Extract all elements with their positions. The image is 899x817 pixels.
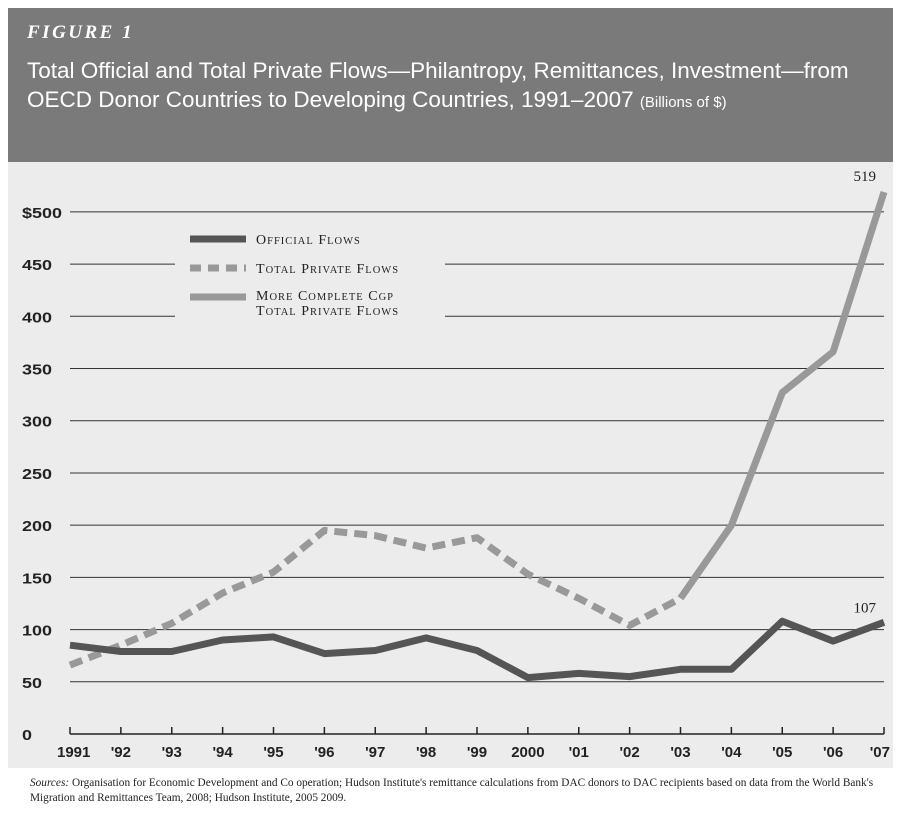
chart-title-units: (Billions of $) — [639, 94, 727, 111]
y-tick-label: 150 — [22, 570, 52, 587]
sources-note: Sources: Organisation for Economic Devel… — [30, 776, 890, 806]
x-tick-label: '06 — [823, 744, 843, 761]
sources-label: Sources: — [30, 777, 70, 789]
y-tick-label: 100 — [22, 623, 52, 640]
y-tick-label: 250 — [22, 466, 52, 483]
figure-label: FIGURE 1 — [27, 22, 135, 43]
x-tick-label: '94 — [212, 744, 233, 761]
legend-label: MORE COMPLETE CGP — [256, 289, 394, 304]
legend-label: OFFICIAL FLOWS — [256, 233, 361, 248]
plot-background — [8, 162, 893, 768]
x-tick-label: '93 — [162, 744, 182, 761]
series-line-2 — [677, 190, 888, 601]
x-tick-label: 1991 — [57, 744, 90, 761]
y-tick-label: 50 — [22, 675, 42, 692]
series-line-0 — [69, 617, 886, 682]
series-line-1 — [68, 526, 683, 669]
y-tick-label: 450 — [22, 257, 52, 274]
y-tick-label: 200 — [22, 518, 52, 535]
x-tick-label: '97 — [365, 744, 385, 761]
legend-label: TOTAL PRIVATE FLOWS — [256, 262, 399, 277]
data-label: 519 — [854, 169, 877, 185]
x-tick-label: '95 — [263, 744, 283, 761]
sources-text: Organisation for Economic Development an… — [30, 777, 874, 804]
legend-label: TOTAL PRIVATE FLOWS — [256, 304, 399, 319]
x-tick-label: '05 — [772, 744, 792, 761]
x-tick-label: 2000 — [511, 744, 544, 761]
x-tick-label: '07 — [870, 744, 890, 761]
y-tick-label: 400 — [22, 309, 52, 326]
data-label: 107 — [854, 600, 877, 616]
y-tick-label: 0 — [22, 727, 32, 744]
x-tick-label: '01 — [569, 744, 589, 761]
x-tick-label: '02 — [619, 744, 639, 761]
x-tick-label: '98 — [416, 744, 436, 761]
chart-title: Total Official and Total Private Flows—P… — [27, 56, 887, 117]
y-tick-label: 300 — [22, 414, 52, 431]
y-tick-label: $500 — [22, 205, 62, 222]
x-tick-label: '03 — [670, 744, 690, 761]
figure-header: FIGURE 1 Total Official and Total Privat… — [8, 8, 893, 162]
x-tick-label: '04 — [721, 744, 742, 761]
x-tick-label: '99 — [467, 744, 487, 761]
y-tick-label: 350 — [22, 362, 52, 379]
x-tick-label: '96 — [314, 744, 334, 761]
x-tick-label: '92 — [111, 744, 131, 761]
chart-title-main: Total Official and Total Private Flows—P… — [27, 58, 849, 112]
